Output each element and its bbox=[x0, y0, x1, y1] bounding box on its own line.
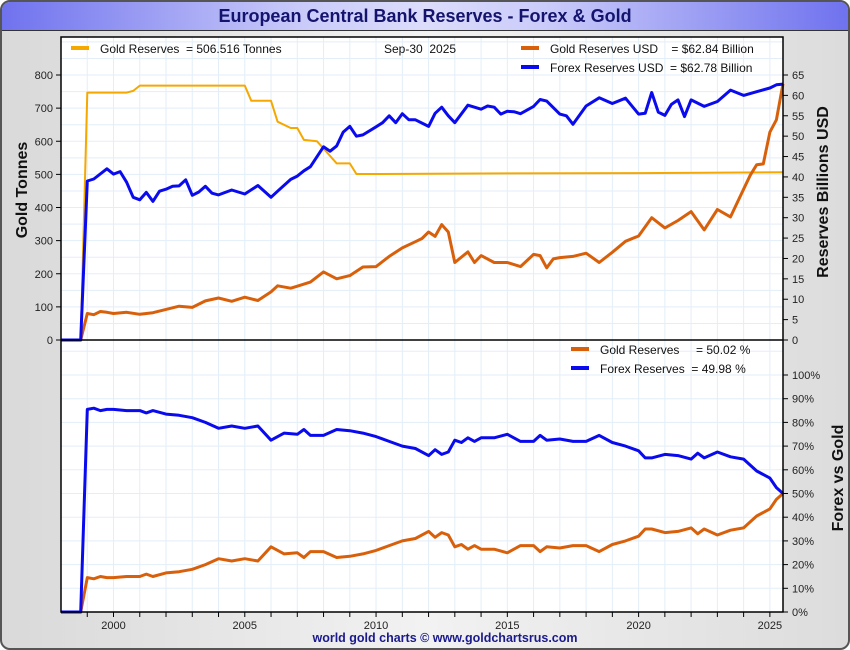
y-tick-right: 10 bbox=[792, 294, 804, 306]
y-tick-percent: 0% bbox=[792, 607, 808, 619]
bottom-legend: Gold Reserves = 50.02 % Forex Reserves =… bbox=[571, 343, 751, 376]
x-tick-label: 2015 bbox=[495, 620, 519, 632]
gridlines bbox=[61, 37, 783, 612]
y-axis-label-right: Reserves Billions USD bbox=[815, 106, 832, 278]
bottom-plot-area bbox=[61, 340, 783, 612]
legend-gold-usd: Gold Reserves USD = $62.84 Billion bbox=[550, 42, 754, 56]
credit-text: world gold charts © www.goldchartsrus.co… bbox=[311, 631, 577, 645]
legend-swatch-forex bbox=[521, 65, 539, 69]
series-line-gold-pct bbox=[61, 492, 784, 614]
y-tick-right: 5 bbox=[792, 315, 798, 327]
series-line-gold-usd bbox=[61, 83, 785, 342]
legend-gold-pct: Gold Reserves = 50.02 % bbox=[600, 343, 751, 357]
legend-forex: Forex Reserves USD = $62.78 Billion bbox=[550, 61, 752, 75]
y-tick-left: 200 bbox=[35, 269, 53, 281]
y-tick-percent: 20% bbox=[792, 560, 814, 572]
y-tick-left: 700 bbox=[35, 103, 53, 115]
x-tick-label: 2025 bbox=[758, 620, 782, 632]
x-tick-label: 2010 bbox=[364, 620, 388, 632]
y-tick-right: 40 bbox=[792, 172, 804, 184]
y-tick-right: 60 bbox=[792, 90, 804, 102]
y-tick-right: 55 bbox=[792, 111, 804, 123]
y-tick-right: 65 bbox=[792, 70, 804, 82]
y-tick-right: 45 bbox=[792, 152, 804, 164]
y-tick-left: 800 bbox=[35, 70, 53, 82]
legend-swatch-gold-usd bbox=[521, 46, 539, 50]
series-line-forex-pct bbox=[61, 406, 784, 614]
x-tick-label: 2020 bbox=[626, 620, 650, 632]
tick-labels: 0100200300400500600700800051015202530354… bbox=[35, 70, 821, 632]
y-tick-left: 0 bbox=[47, 335, 53, 347]
y-tick-left: 400 bbox=[35, 203, 53, 215]
legend-swatch-gold-pct bbox=[571, 347, 589, 351]
y-tick-percent: 80% bbox=[792, 417, 814, 429]
y-tick-percent: 100% bbox=[792, 370, 820, 382]
y-tick-percent: 40% bbox=[792, 512, 814, 524]
y-tick-right: 50 bbox=[792, 131, 804, 143]
y-axis-label-bottom-right: Forex vs Gold bbox=[830, 425, 847, 532]
legend-forex-pct: Forex Reserves = 49.98 % bbox=[600, 362, 746, 376]
y-tick-percent: 60% bbox=[792, 465, 814, 477]
x-tick-label: 2005 bbox=[233, 620, 257, 632]
legend-swatch-forex-pct bbox=[571, 366, 589, 370]
series-lines bbox=[61, 82, 785, 614]
y-tick-left: 100 bbox=[35, 302, 53, 314]
y-tick-right: 15 bbox=[792, 274, 804, 286]
legend-gold-tonnes: Gold Reserves = 506.516 Tonnes bbox=[100, 42, 282, 56]
y-tick-left: 300 bbox=[35, 236, 53, 248]
title-bar: European Central Bank Reserves - Forex &… bbox=[2, 2, 848, 31]
y-tick-percent: 90% bbox=[792, 394, 814, 406]
y-tick-right: 25 bbox=[792, 233, 804, 245]
chart-title: European Central Bank Reserves - Forex &… bbox=[218, 6, 632, 26]
y-tick-percent: 70% bbox=[792, 441, 814, 453]
series-line-gold-tonnes bbox=[61, 84, 784, 341]
y-tick-percent: 50% bbox=[792, 489, 814, 501]
top-plot-area bbox=[61, 37, 783, 340]
y-tick-right: 0 bbox=[792, 335, 798, 347]
y-axis-label-left: Gold Tonnes bbox=[14, 142, 31, 239]
x-tick-label: 2000 bbox=[101, 620, 125, 632]
y-tick-right: 20 bbox=[792, 253, 804, 265]
top-legend: Gold Reserves = 506.516 Tonnes Sep-30 20… bbox=[71, 42, 754, 75]
y-tick-left: 600 bbox=[35, 136, 53, 148]
y-tick-right: 35 bbox=[792, 192, 804, 204]
legend-swatch-gold-tonnes bbox=[71, 46, 89, 50]
y-tick-percent: 30% bbox=[792, 536, 814, 548]
axes bbox=[60, 36, 784, 613]
series-line-forex-usd bbox=[61, 82, 784, 342]
plot-border bbox=[60, 36, 784, 613]
y-tick-right: 30 bbox=[792, 213, 804, 225]
y-tick-left: 500 bbox=[35, 169, 53, 181]
y-tick-percent: 10% bbox=[792, 583, 814, 595]
legend-date: Sep-30 2025 bbox=[384, 42, 456, 56]
